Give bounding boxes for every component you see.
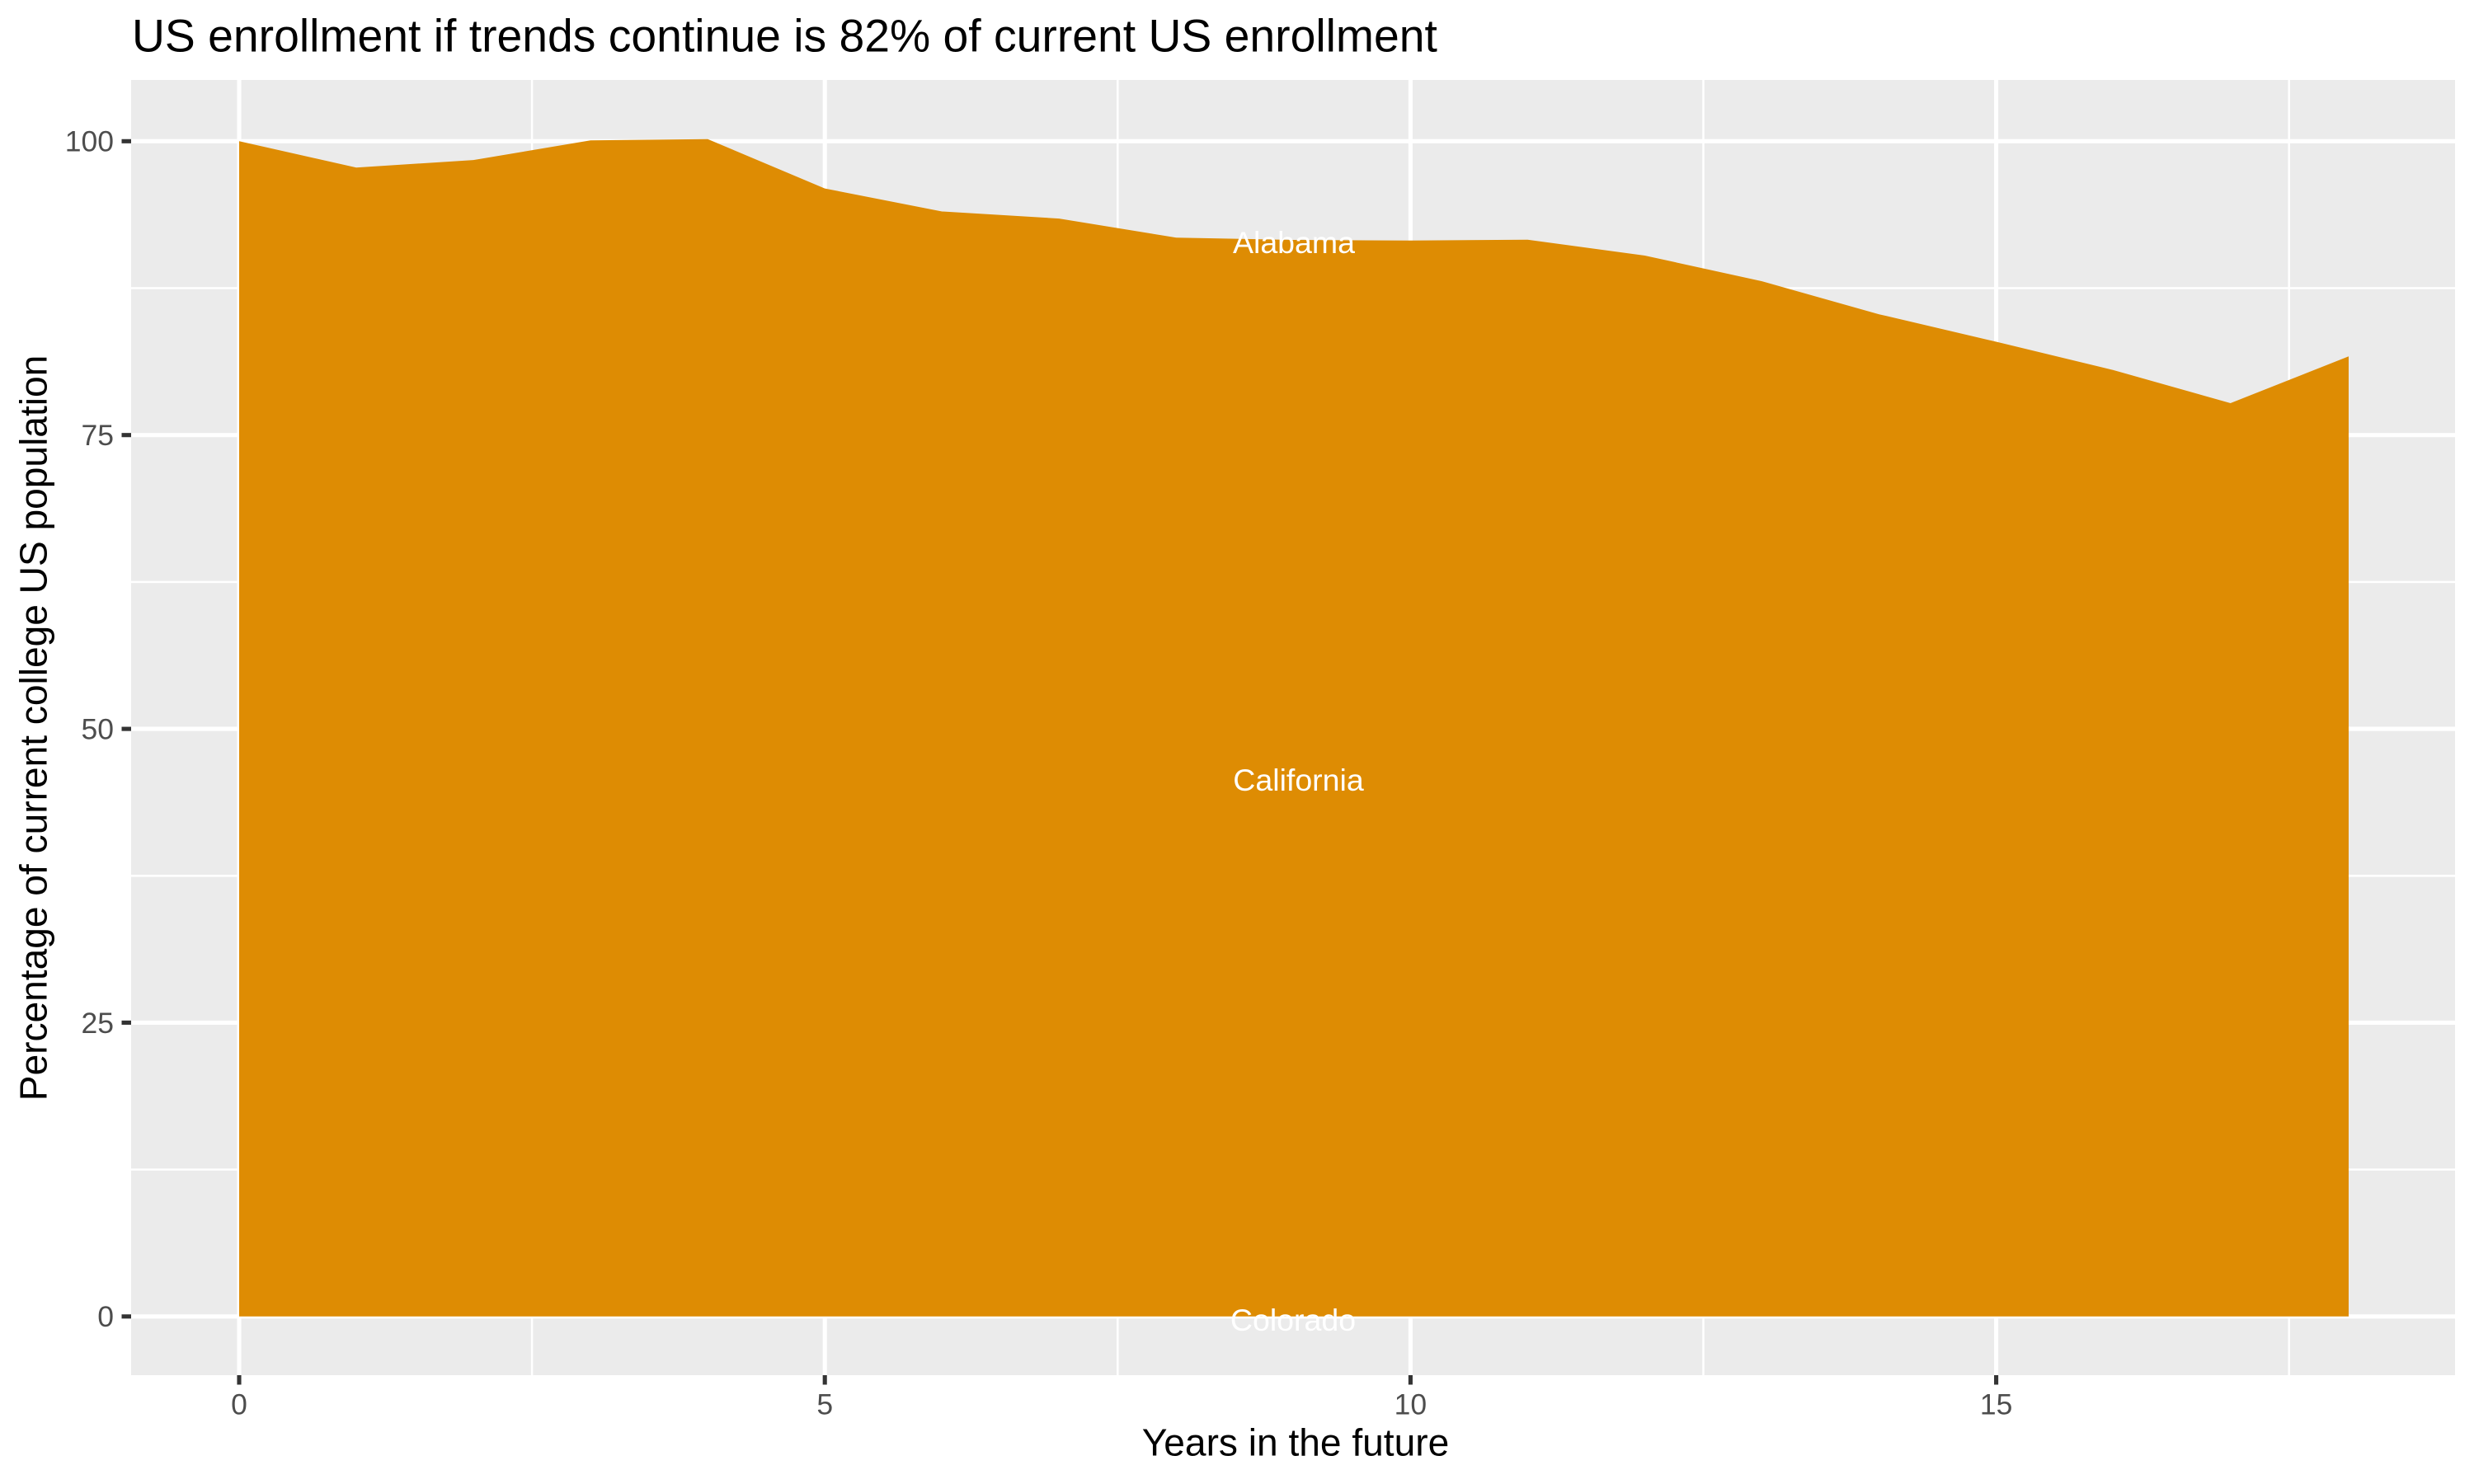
svg-text:50: 50 (82, 713, 115, 746)
svg-text:25: 25 (82, 1007, 115, 1040)
svg-text:15: 15 (1980, 1388, 2013, 1421)
svg-text:Alabama: Alabama (1233, 225, 1355, 260)
svg-text:US enrollment if trends contin: US enrollment if trends continue is 82% … (132, 11, 1437, 62)
svg-text:California: California (1233, 763, 1364, 797)
svg-text:75: 75 (82, 419, 115, 452)
svg-text:0: 0 (97, 1300, 114, 1333)
svg-text:5: 5 (816, 1388, 833, 1421)
svg-text:Percentage of current college: Percentage of current college US populat… (12, 355, 55, 1101)
svg-text:0: 0 (231, 1388, 247, 1421)
svg-text:Years in the future: Years in the future (1142, 1421, 1449, 1464)
svg-text:100: 100 (65, 125, 114, 158)
svg-text:10: 10 (1395, 1388, 1427, 1421)
svg-text:Colorado: Colorado (1230, 1303, 1356, 1337)
